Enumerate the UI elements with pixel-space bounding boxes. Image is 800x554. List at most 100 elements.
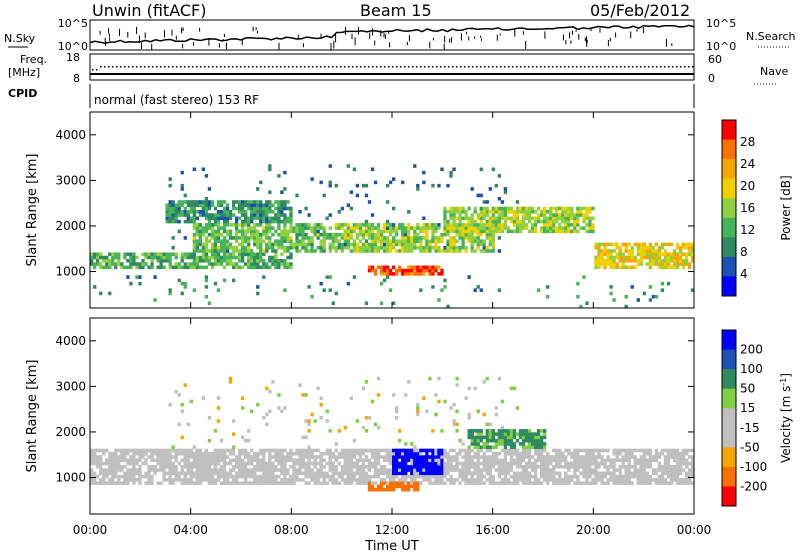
power-cell bbox=[588, 210, 592, 214]
power-cell bbox=[307, 213, 311, 217]
velocity-cell bbox=[567, 478, 571, 482]
power-cell bbox=[253, 259, 257, 263]
velocity-cell bbox=[639, 458, 643, 463]
velocity-cell bbox=[543, 458, 547, 463]
velocity-cell bbox=[322, 458, 326, 463]
velocity-cell bbox=[349, 448, 354, 453]
power-cell bbox=[231, 245, 236, 250]
velocity-cell bbox=[491, 458, 495, 463]
power-cell bbox=[256, 265, 260, 270]
velocity-cell bbox=[452, 468, 456, 472]
velocity-cell bbox=[401, 451, 405, 456]
velocity-cell bbox=[198, 481, 203, 485]
velocity-cell bbox=[503, 429, 508, 433]
velocity-cell bbox=[241, 406, 245, 410]
colorbar-swatch bbox=[722, 198, 736, 219]
power-cell bbox=[144, 262, 148, 266]
velocity-cell bbox=[524, 438, 529, 443]
velocity-cell bbox=[546, 461, 550, 466]
power-cell bbox=[241, 213, 245, 217]
velocity-cell bbox=[476, 451, 480, 456]
velocity-cell bbox=[168, 474, 172, 479]
velocity-cell bbox=[132, 478, 136, 482]
power-cell bbox=[479, 219, 483, 224]
power-cell bbox=[198, 226, 203, 230]
velocity-cell bbox=[443, 399, 447, 404]
velocity-cell bbox=[440, 461, 444, 466]
velocity-cell bbox=[253, 458, 257, 463]
velocity-cell bbox=[431, 481, 435, 485]
power-cell bbox=[168, 288, 172, 292]
power-cell bbox=[198, 232, 203, 237]
power-cell bbox=[253, 255, 257, 260]
velocity-cell bbox=[126, 458, 130, 463]
velocity-cell bbox=[198, 478, 203, 482]
velocity-cell bbox=[413, 451, 417, 456]
power-cell bbox=[422, 180, 426, 185]
velocity-cell bbox=[373, 461, 378, 466]
velocity-cell bbox=[298, 458, 302, 463]
nave-dot bbox=[428, 66, 430, 68]
power-cell bbox=[500, 200, 505, 204]
velocity-cell bbox=[376, 468, 381, 472]
velocity-cell bbox=[277, 468, 281, 472]
power-cell bbox=[225, 255, 230, 260]
velocity-cell bbox=[277, 451, 281, 456]
velocity-cell bbox=[621, 465, 625, 469]
velocity-cell bbox=[467, 432, 471, 436]
velocity-cell bbox=[361, 471, 366, 476]
velocity-cell bbox=[132, 458, 136, 463]
power-cell bbox=[407, 272, 411, 276]
velocity-cell bbox=[373, 458, 378, 463]
velocity-cell bbox=[355, 471, 360, 476]
velocity-cell bbox=[410, 442, 414, 446]
velocity-cell bbox=[494, 455, 498, 459]
power-cell bbox=[449, 249, 453, 253]
velocity-cell bbox=[428, 468, 432, 472]
velocity-cell bbox=[437, 376, 441, 381]
velocity-cell bbox=[304, 435, 308, 440]
velocity-cell bbox=[96, 455, 100, 459]
velocity-cell bbox=[600, 458, 604, 463]
velocity-cell bbox=[364, 429, 369, 433]
velocity-cell bbox=[434, 458, 438, 463]
velocity-colorbar-label-sup: -1 bbox=[779, 378, 788, 386]
velocity-cell bbox=[543, 461, 547, 466]
power-cell bbox=[147, 265, 151, 270]
power-cell bbox=[256, 187, 260, 191]
velocity-cell bbox=[669, 471, 674, 476]
power-cell bbox=[222, 200, 227, 204]
velocity-cell bbox=[488, 435, 492, 440]
velocity-cell bbox=[479, 471, 483, 476]
velocity-cell bbox=[597, 451, 601, 456]
power-cell bbox=[364, 232, 369, 237]
power-cell bbox=[407, 239, 411, 243]
nave-dot bbox=[480, 66, 482, 68]
velocity-cell bbox=[195, 471, 200, 476]
velocity-cell bbox=[431, 461, 435, 466]
power-cell bbox=[241, 252, 245, 257]
power-cell bbox=[385, 239, 390, 243]
power-cell bbox=[216, 213, 221, 217]
velocity-cell bbox=[120, 455, 124, 459]
velocity-cell bbox=[431, 451, 435, 456]
power-cell bbox=[509, 229, 514, 234]
velocity-cell bbox=[467, 481, 471, 485]
power-cell bbox=[585, 213, 589, 217]
velocity-cell bbox=[633, 455, 637, 459]
power-cell bbox=[204, 236, 209, 240]
velocity-cell bbox=[180, 409, 184, 414]
velocity-cell bbox=[392, 487, 396, 492]
power-cell bbox=[225, 252, 230, 257]
velocity-cell bbox=[156, 458, 160, 463]
nave-dot bbox=[180, 66, 182, 68]
power-cell bbox=[262, 232, 266, 237]
noise-right-label: N.Search bbox=[746, 30, 796, 43]
power-cell bbox=[241, 255, 245, 260]
power-cell bbox=[485, 213, 489, 217]
velocity-cell bbox=[367, 487, 372, 492]
velocity-cell bbox=[684, 458, 689, 463]
velocity-cell bbox=[313, 461, 317, 466]
velocity-cell bbox=[515, 481, 520, 485]
power-cell bbox=[561, 213, 565, 217]
